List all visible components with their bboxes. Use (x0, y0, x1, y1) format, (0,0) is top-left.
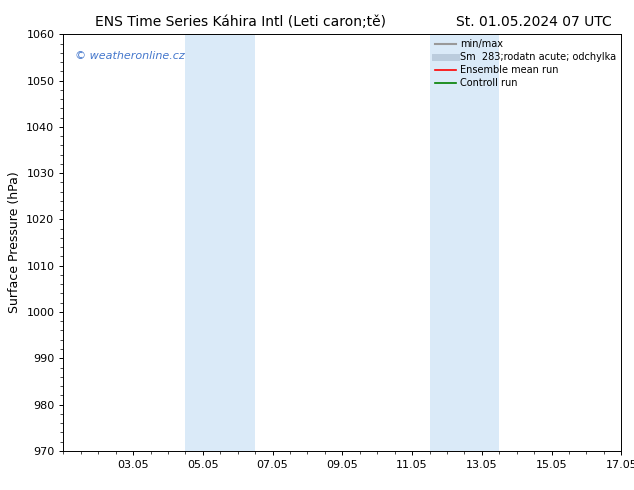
Text: ENS Time Series Káhira Intl (Leti caron;tě): ENS Time Series Káhira Intl (Leti caron;… (95, 15, 386, 29)
Bar (429, 34, 500, 451)
Text: St. 01.05.2024 07 UTC: St. 01.05.2024 07 UTC (456, 15, 612, 29)
Text: © weatheronline.cz: © weatheronline.cz (75, 51, 184, 61)
Bar (185, 34, 255, 451)
Y-axis label: Surface Pressure (hPa): Surface Pressure (hPa) (8, 172, 21, 314)
Legend: min/max, Sm  283;rodatn acute; odchylka, Ensemble mean run, Controll run: min/max, Sm 283;rodatn acute; odchylka, … (435, 39, 616, 88)
